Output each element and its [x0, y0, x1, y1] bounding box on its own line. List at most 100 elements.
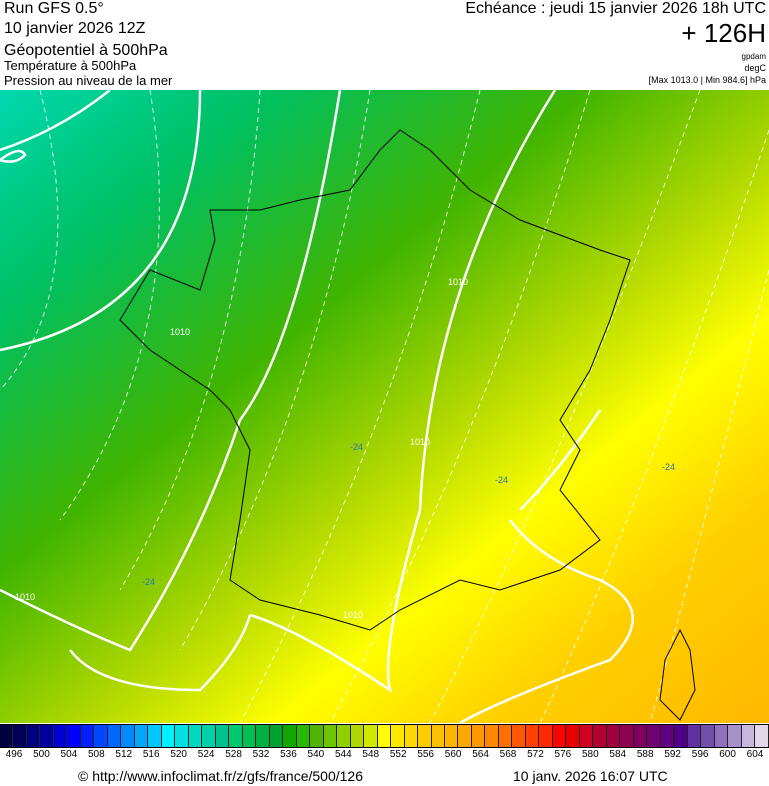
colorbar-swatch: [728, 725, 742, 747]
colorbar-swatch: [242, 725, 257, 747]
colorbar-swatch: [606, 725, 621, 747]
colorbar-swatch: [13, 725, 27, 747]
colorbar-label: 520: [170, 749, 187, 760]
colorbar-swatch: [647, 725, 661, 747]
colorbar-label: 508: [87, 749, 105, 760]
weather-map: 1010 1010 1010 1010 1010 -24 -24 -24 -24: [0, 90, 769, 723]
colorbar-label: 604: [746, 749, 764, 760]
colorbar-swatch: [714, 725, 729, 747]
param-geopotential: Géopotentiel à 500hPa: [4, 42, 168, 59]
colorbar-swatch: [633, 725, 648, 747]
colorbar-swatch: [121, 725, 135, 747]
colorbar-label: 536: [280, 749, 297, 760]
colorbar-swatch: [215, 725, 230, 747]
colorbar-swatch: [134, 725, 149, 747]
isobar-label: 1010: [410, 437, 430, 447]
colorbar-swatch: [94, 725, 108, 747]
colorbar-swatch: [80, 725, 95, 747]
colorbar-label: 584: [609, 749, 627, 760]
colorbar-swatch: [391, 725, 405, 747]
colorbar-label: 596: [691, 749, 709, 760]
colorbar-label: 588: [636, 749, 654, 760]
colorbar-swatch: [364, 725, 378, 747]
colorbar-label: 576: [554, 749, 572, 760]
colorbar-swatch: [202, 725, 216, 747]
colorbar-label: 496: [5, 749, 23, 760]
unit-gpdam: gpdam: [741, 52, 766, 61]
colorbar-swatch: [593, 725, 607, 747]
isobar-label: 1010: [15, 592, 35, 602]
colorbar-swatch: [755, 725, 769, 747]
unit-degc: degC: [744, 63, 766, 73]
colorbar: [0, 724, 769, 748]
isobar-label: 1010: [448, 277, 468, 287]
temp-label: -24: [142, 577, 155, 587]
forecast-time: Echéance : jeudi 15 janvier 2026 18h UTC: [465, 0, 766, 17]
colorbar-swatch: [40, 725, 54, 747]
pressure-range: [Max 1013.0 | Min 984.6] hPa: [648, 75, 766, 85]
temp-label: -24: [495, 475, 508, 485]
colorbar-swatch: [337, 725, 351, 747]
colorbar-swatch: [269, 725, 284, 747]
colorbar-swatch: [485, 725, 499, 747]
colorbar-swatch: [53, 725, 68, 747]
colorbar-swatch: [229, 725, 243, 747]
colorbar-swatch: [512, 725, 526, 747]
colorbar-swatch: [161, 725, 176, 747]
param-temperature: Température à 500hPa: [4, 58, 137, 73]
isobar-label: 1010: [343, 610, 363, 620]
colorbar-swatch: [539, 725, 553, 747]
colorbar-swatch: [256, 725, 270, 747]
colorbar-label: 500: [33, 749, 50, 760]
temperature-field: [0, 90, 769, 723]
colorbar-swatch: [418, 725, 432, 747]
isobars: [0, 90, 634, 723]
colorbar-label: 528: [225, 749, 242, 760]
colorbar-label: 524: [197, 749, 215, 760]
colorbar-label: 552: [389, 749, 407, 760]
colorbar-label: 532: [252, 749, 270, 760]
colorbar-swatch: [188, 725, 203, 747]
colorbar-swatch: [26, 725, 41, 747]
colorbar-label: 504: [60, 749, 78, 760]
colorbar-swatch: [377, 725, 392, 747]
colorbar-swatch: [566, 725, 580, 747]
colorbar-swatch: [579, 725, 594, 747]
colorbar-swatch: [148, 725, 162, 747]
param-pressure: Pression au niveau de la mer: [4, 73, 173, 88]
colorbar-swatch: [296, 725, 311, 747]
isobar-label: 1010: [170, 327, 190, 337]
colorbar-swatch: [620, 725, 634, 747]
colorbar-swatch: [552, 725, 567, 747]
colorbar-swatch: [283, 725, 297, 747]
colorbar-label: 572: [527, 749, 544, 760]
france-outline: [119, 129, 631, 631]
lead-time: + 126H: [681, 18, 766, 48]
generated-timestamp: 10 janv. 2026 16:07 UTC: [513, 768, 668, 784]
run-date: 10 janvier 2026 12Z: [4, 20, 146, 37]
source-url[interactable]: © http://www.infoclimat.fr/z/gfs/france/…: [78, 768, 363, 784]
colorbar-label: 592: [664, 749, 681, 760]
colorbar-swatch: [175, 725, 189, 747]
run-title: Run GFS 0.5°: [4, 0, 104, 17]
colorbar-swatch: [458, 725, 472, 747]
colorbar-label: 512: [115, 749, 133, 760]
colorbar-label: 600: [719, 749, 736, 760]
colorbar-label: 560: [444, 749, 462, 760]
corsica-outline: [659, 628, 696, 721]
colorbar-swatch: [444, 725, 459, 747]
temp-label: -24: [662, 462, 675, 472]
colorbar-label: 556: [417, 749, 434, 760]
colorbar-label: 544: [334, 749, 352, 760]
colorbar-swatch: [431, 725, 445, 747]
colorbar-swatch: [525, 725, 540, 747]
colorbar-swatch: [67, 725, 81, 747]
colorbar-label: 540: [307, 749, 325, 760]
colorbar-labels: 496 500 504 508 512 516 520 524 528 532 536 540 544 5…: [0, 749, 769, 761]
colorbar-label: 568: [499, 749, 517, 760]
colorbar-label: 580: [581, 749, 599, 760]
colorbar-swatch: [741, 725, 756, 747]
colorbar-swatch: [0, 725, 14, 747]
colorbar-label: 564: [472, 749, 489, 760]
colorbar-swatch: [687, 725, 702, 747]
